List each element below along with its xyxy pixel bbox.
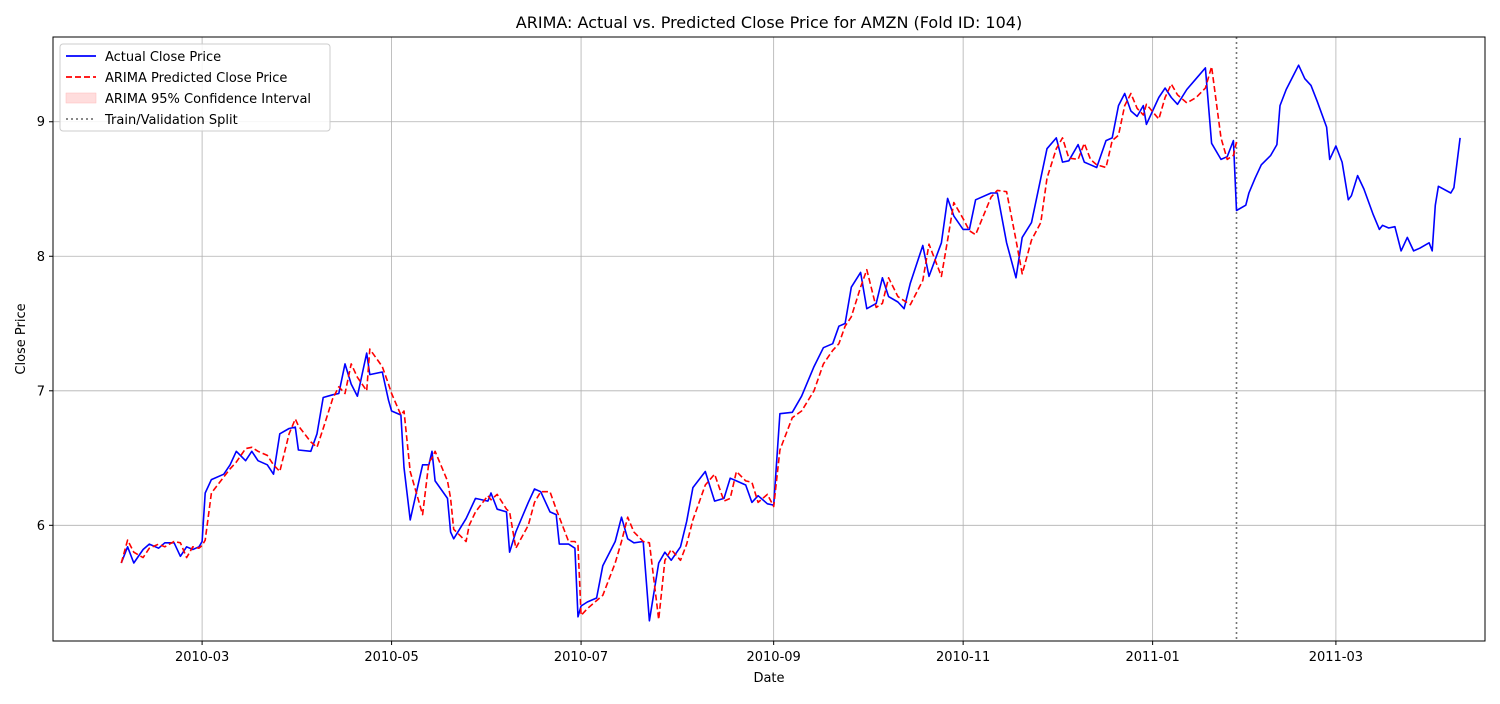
y-tick-label-1: 7	[37, 384, 45, 399]
actual-close-line	[120, 64, 1461, 622]
y-tick-label-3: 9	[37, 115, 45, 130]
legend-label-predicted: ARIMA Predicted Close Price	[105, 71, 287, 86]
series-layer	[120, 64, 1461, 622]
x-tick-label-0: 2010-03	[175, 650, 229, 665]
legend-label-actual: Actual Close Price	[105, 50, 221, 65]
x-tick-label-5: 2011-01	[1125, 650, 1179, 665]
plot-border	[52, 36, 1486, 642]
x-tick-label-2: 2010-07	[554, 650, 608, 665]
y-axis-ticks: 6 7 8 9	[37, 115, 53, 534]
legend-swatch-confidence	[65, 92, 97, 104]
chart-title: ARIMA: Actual vs. Predicted Close Price …	[516, 13, 1022, 32]
legend: Actual Close Price ARIMA Predicted Close…	[59, 43, 331, 132]
x-axis-ticks: 2010-03 2010-05 2010-07 2010-09 2010-11 2011-…	[175, 641, 1363, 665]
legend-label-confidence: ARIMA 95% Confidence Interval	[105, 92, 311, 107]
y-tick-label-0: 6	[37, 519, 45, 534]
x-tick-label-6: 2011-03	[1309, 650, 1363, 665]
plot-area	[53, 37, 1485, 641]
legend-frame	[59, 43, 331, 132]
x-tick-label-4: 2010-11	[936, 650, 990, 665]
y-tick-label-2: 8	[37, 250, 45, 265]
predicted-close-line	[120, 65, 1238, 621]
x-axis-label: Date	[753, 671, 784, 686]
x-tick-label-3: 2010-09	[746, 650, 800, 665]
y-axis-label: Close Price	[14, 303, 29, 374]
legend-label-split: Train/Validation Split	[104, 113, 238, 128]
x-tick-label-1: 2010-05	[364, 650, 418, 665]
